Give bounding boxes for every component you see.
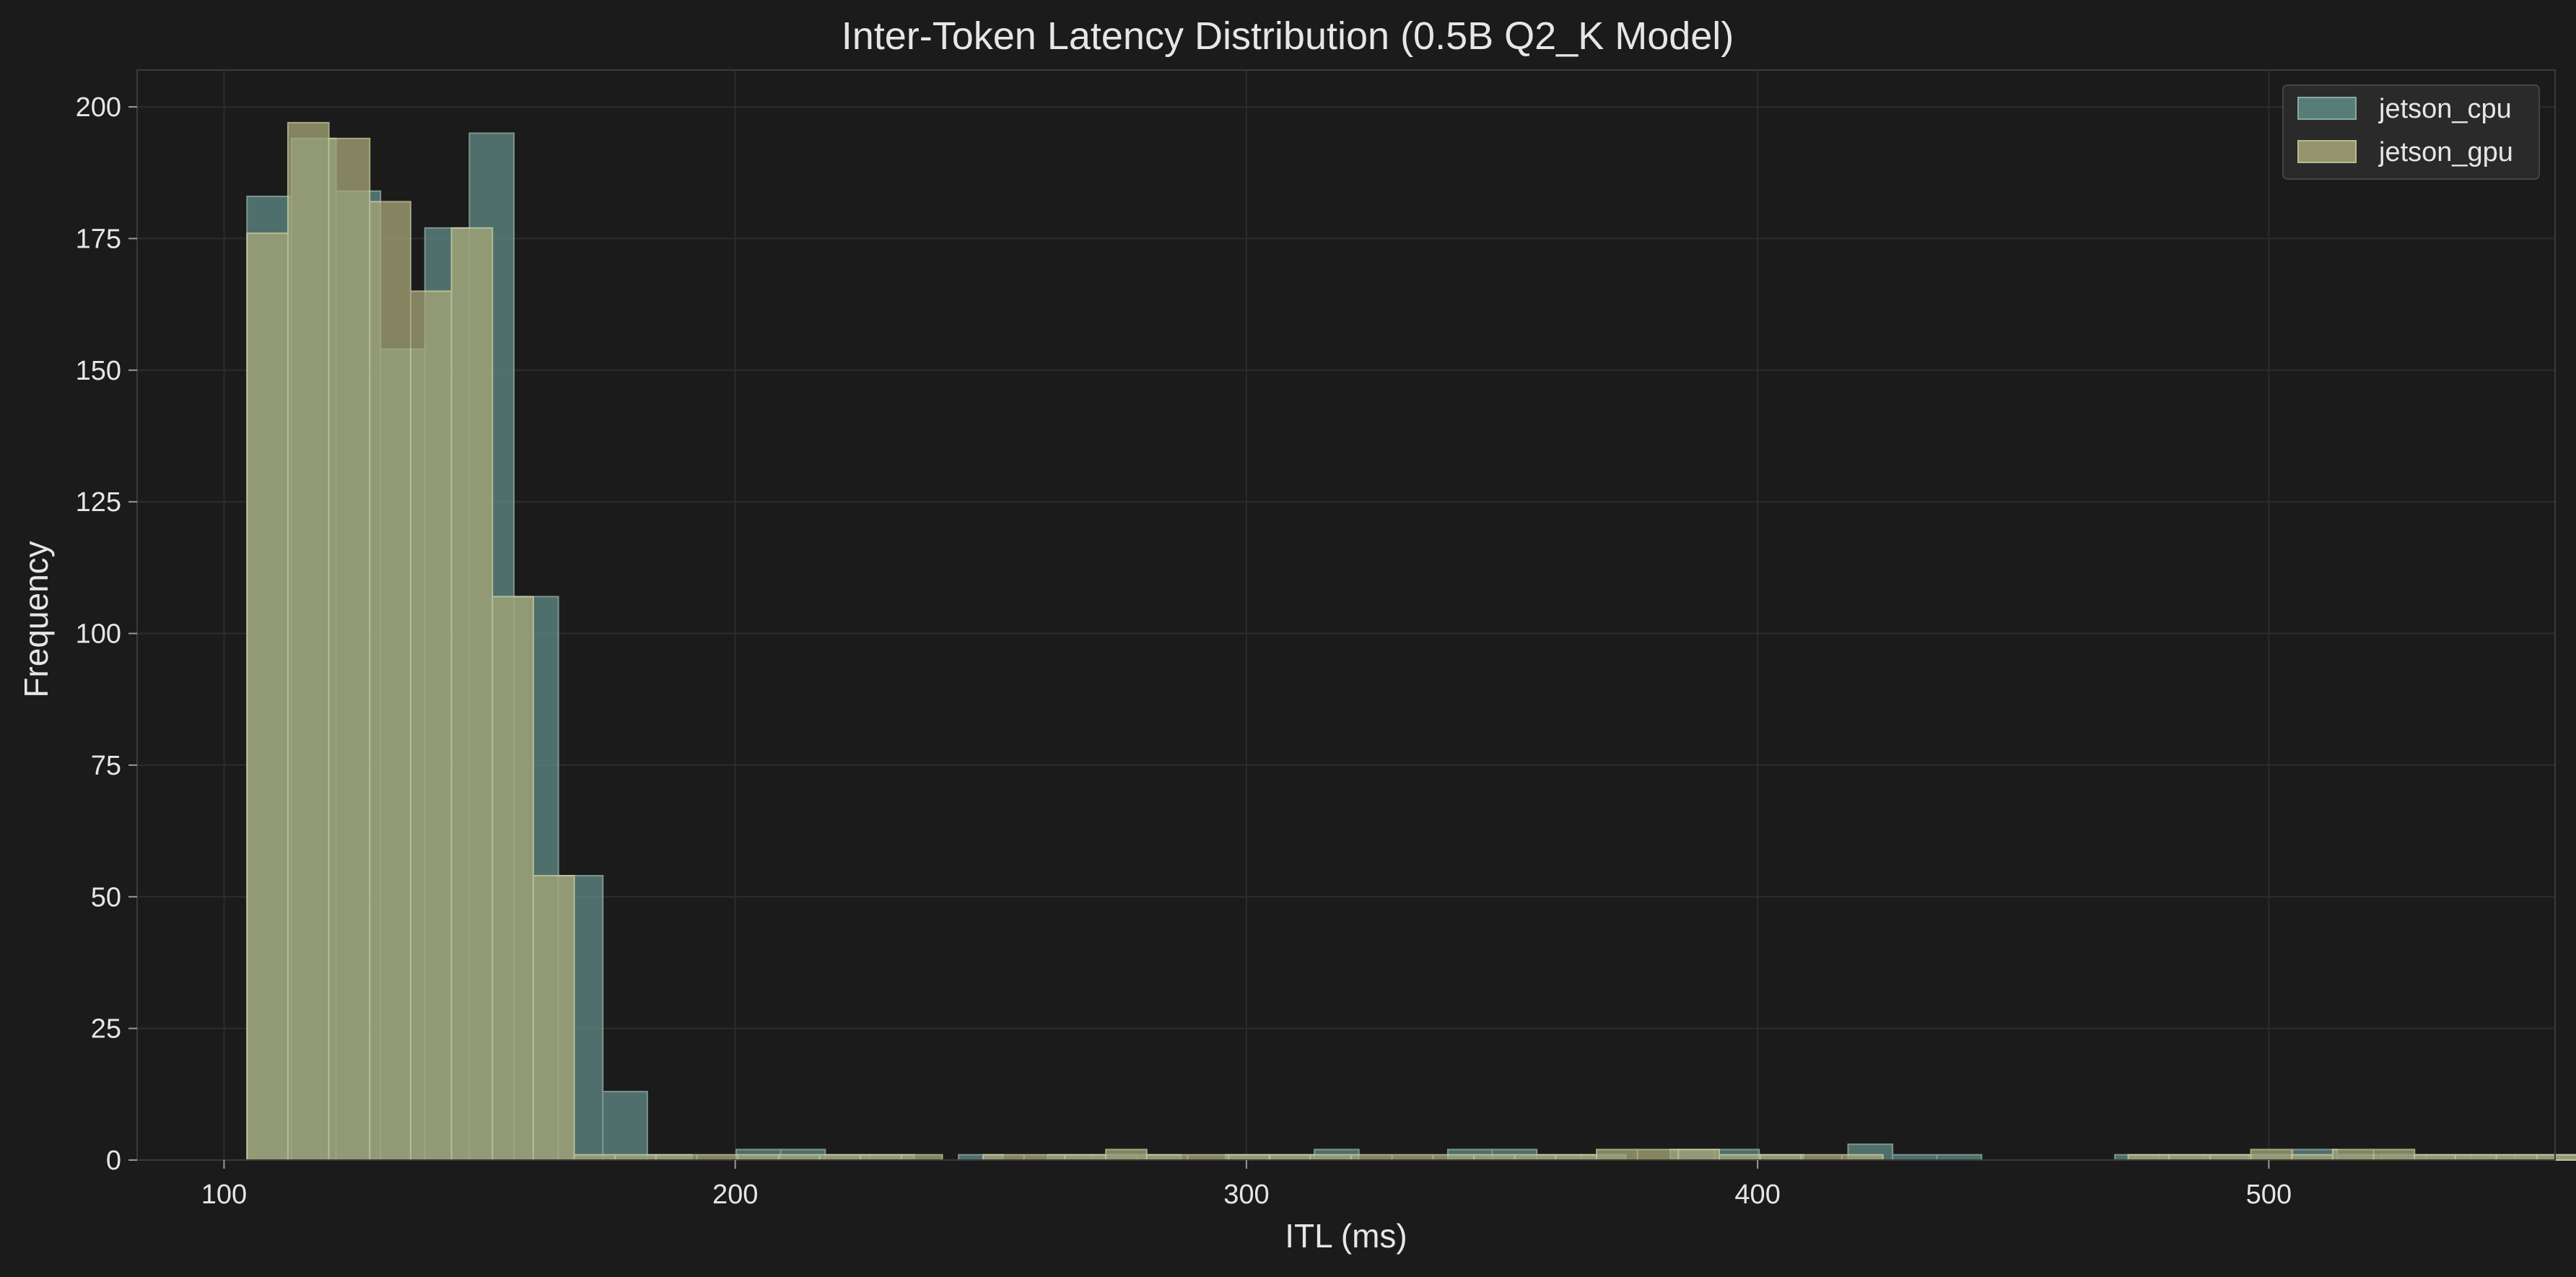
y-tick-label: 100 [76,619,121,650]
histogram-bar [1514,1154,1557,1161]
histogram-bar [1677,1149,1721,1161]
histogram-bar [1350,1154,1393,1161]
histogram-bar [492,596,534,1161]
histogram-bar [818,1154,862,1161]
histogram-bar [1936,1154,1983,1161]
histogram-bar [1187,1154,1230,1161]
histogram-bar [2250,1149,2293,1161]
histogram-bar [602,1091,648,1161]
histogram-bar [1636,1149,1680,1161]
histogram-bar [982,1154,1025,1161]
histogram-bar [246,232,289,1161]
histogram-bar [2495,1154,2538,1161]
histogram-bar [2127,1154,2170,1161]
x-tick-label: 500 [2246,1180,2292,1210]
series-jetson-gpu [246,121,2576,1161]
histogram-bar [1145,1154,1189,1161]
y-axis-label: Frequency [17,541,55,697]
histogram-bar [1719,1154,1761,1161]
y-tick-label: 75 [91,751,121,781]
histogram-bar [2372,1149,2416,1161]
histogram-bar [1473,1154,1516,1161]
histogram-bar [369,201,411,1161]
legend-swatch-jetson-gpu [2297,140,2357,163]
histogram-bar [1800,1154,1843,1161]
legend-label-jetson-cpu: jetson_cpu [2378,94,2512,124]
histogram-bar [1105,1149,1148,1161]
histogram-bar [1555,1154,1598,1161]
histogram-bar [1432,1154,1475,1161]
histogram-bar [614,1154,657,1161]
y-tick-label: 150 [76,356,121,386]
y-tick-label: 125 [76,487,121,518]
histogram-bar [696,1154,739,1161]
y-tick-label: 175 [76,224,121,254]
histogram-bar [860,1154,902,1161]
histogram-bar [655,1154,698,1161]
histogram-bar [2168,1154,2211,1161]
legend-label-jetson-gpu: jetson_gpu [2378,137,2513,167]
y-tick-label: 0 [106,1146,121,1176]
x-tick-label: 400 [1734,1180,1780,1210]
plot-frame [136,69,2556,1161]
histogram-bar [1268,1154,1311,1161]
histogram-bar [1064,1154,1107,1161]
histogram-bar [409,290,453,1161]
histogram-bar [450,227,494,1161]
histogram-bar [1596,1149,1638,1161]
histogram-bar [777,1154,821,1161]
histogram-bar [900,1154,943,1161]
histogram-bar [1309,1154,1353,1161]
histogram-bar [2291,1154,2333,1161]
histogram-bar [573,1154,616,1161]
histogram-bar [2209,1154,2252,1161]
histogram-bar [2454,1154,2497,1161]
histogram-bar [2536,1154,2576,1161]
axes: 0 25 50 75 100 125 150 175 200 100 200 300 400 500 [76,92,2292,1210]
histogram-bar [1391,1154,1434,1161]
legend-swatch-jetson-cpu [2297,97,2357,120]
y-tick-label: 25 [91,1014,121,1045]
histogram-bar [532,875,575,1161]
bars [246,121,2576,1161]
y-tick-label: 50 [91,882,121,912]
histogram-bar [1759,1154,1802,1161]
x-tick-label: 200 [712,1180,758,1210]
y-tick-label: 200 [76,92,121,123]
histogram-bar [2414,1154,2456,1161]
histogram-bar [1841,1154,1884,1161]
histogram-bar [1892,1154,1938,1161]
x-tick-label: 300 [1223,1180,1269,1210]
histogram-bar [1228,1154,1270,1161]
histogram-bar [328,137,371,1161]
histogram-bar [287,121,330,1161]
chart-title: Inter-Token Latency Distribution (0.5B Q… [842,14,1734,58]
histogram-bar [1023,1154,1066,1161]
histogram-bar [737,1154,780,1161]
x-tick-label: 100 [201,1180,247,1210]
legend: jetson_cpu jetson_gpu [2282,84,2540,180]
x-axis-label: ITL (ms) [1285,1217,1407,1255]
histogram-bar [2331,1149,2375,1161]
